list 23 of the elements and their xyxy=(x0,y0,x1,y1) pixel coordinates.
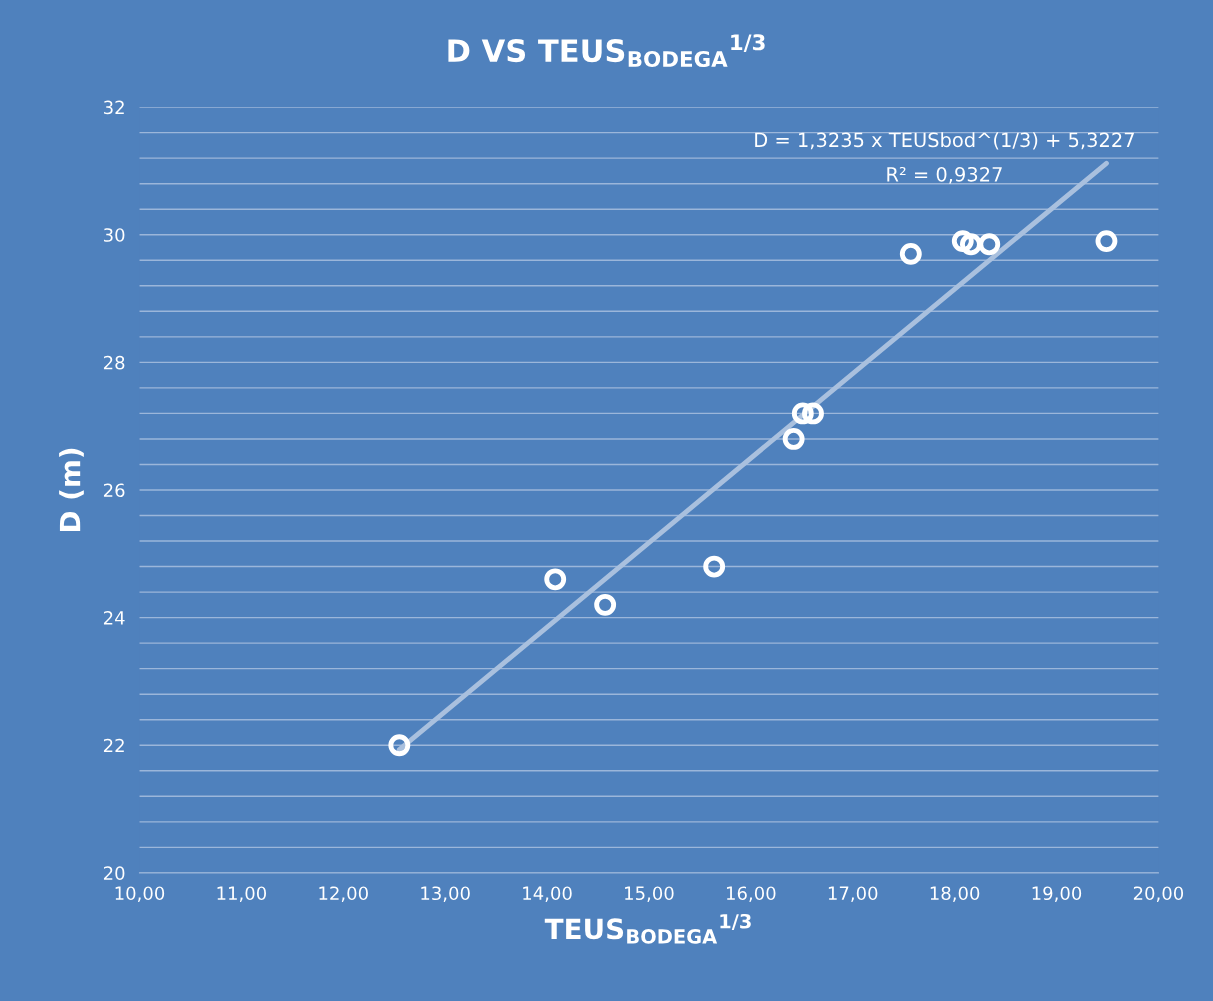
x-tick-label: 15,00 xyxy=(625,886,674,902)
x-tick-label: 11,00 xyxy=(217,886,267,902)
x-tick-label: 13,00 xyxy=(421,886,470,902)
y-tick-label: 32 xyxy=(104,100,124,115)
x-tick-label: 20,00 xyxy=(1133,886,1184,902)
x-tick-label: 14,00 xyxy=(523,886,572,902)
x-tick-label: 10,00 xyxy=(115,886,165,902)
y-tick-label: 26 xyxy=(103,483,125,498)
y-tick-label: 20 xyxy=(103,866,125,880)
y-tick-label: 24 xyxy=(103,611,125,625)
x-axis-title: TEUS$_{BODEGA}$$^{1/3}$ xyxy=(544,913,751,944)
x-tick-label: 19,00 xyxy=(1032,886,1082,902)
annotation: R² = 0,9327 xyxy=(887,166,1002,184)
y-tick-label: 22 xyxy=(103,738,124,753)
x-tick-label: 16,00 xyxy=(726,886,776,902)
y-axis-title: D (m) xyxy=(59,448,84,531)
chart-title: D VS TEUS$_{BODEGA}$$^{1/3}$ xyxy=(448,34,765,68)
y-tick-label: 30 xyxy=(104,228,125,242)
y-tick-label: 28 xyxy=(103,355,125,370)
annotation: D = 1,3235 x TEUSbod^(1/3) + 5,3227 xyxy=(755,132,1134,150)
x-tick-label: 12,00 xyxy=(319,886,368,902)
x-tick-label: 18,00 xyxy=(930,886,980,902)
x-tick-label: 17,00 xyxy=(828,886,878,902)
